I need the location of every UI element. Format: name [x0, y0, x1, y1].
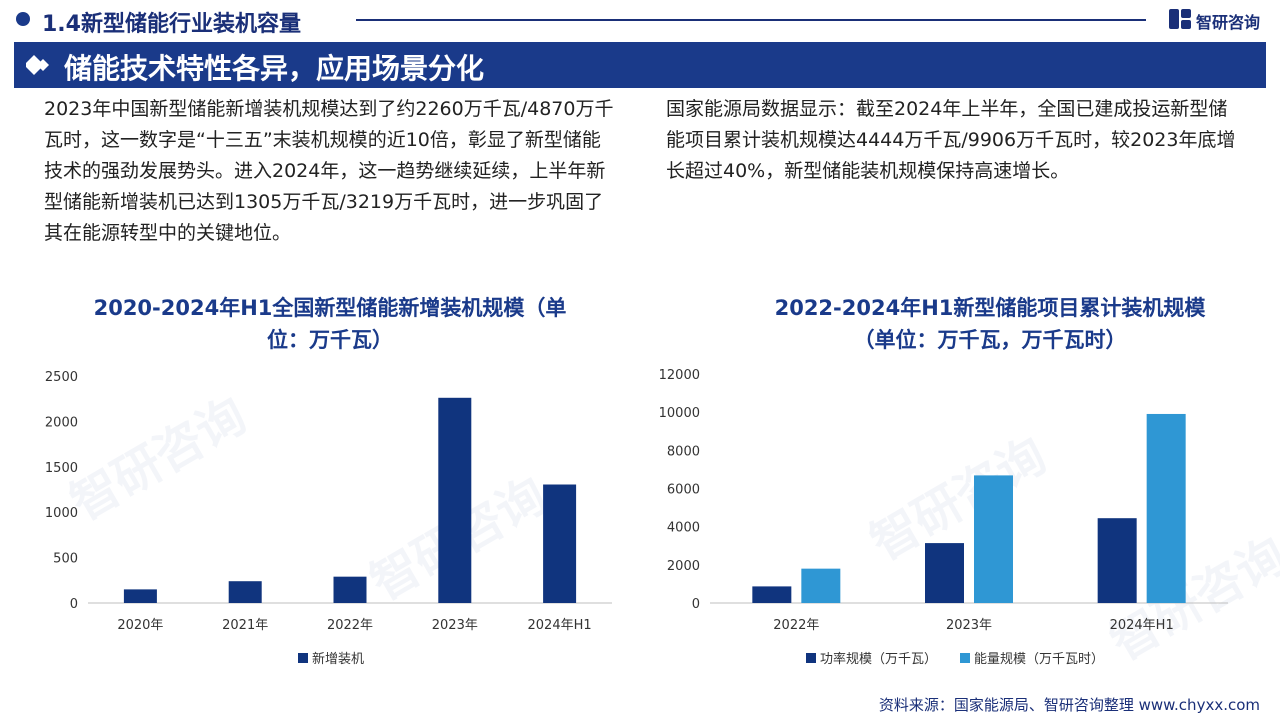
top-header: 1.4新型储能行业装机容量 智研咨询: [0, 0, 1280, 40]
chart-title-right-line-2: （单位：万千瓦，万千瓦时）: [853, 328, 1127, 352]
chart-title-left: 2020-2024年H1全国新型储能新增装机规模（单 位：万千瓦）: [80, 292, 580, 356]
banner-title: 储能技术特性各异，应用场景分化: [64, 52, 485, 85]
y-tick-label: 2500: [45, 370, 78, 385]
source-note: 资料来源：国家能源局、智研咨询整理 www.chyxx.com: [878, 696, 1260, 714]
y-tick-label: 4000: [667, 521, 700, 536]
y-tick-label: 12000: [659, 368, 700, 383]
bar: [228, 581, 262, 603]
y-tick-label: 500: [53, 552, 78, 567]
y-tick-label: 2000: [667, 559, 700, 574]
chart-title-left-line-1: 2020-2024年H1全国新型储能新增装机规模（单: [93, 296, 567, 320]
chart-title-right-line-1: 2022-2024年H1新型储能项目累计装机规模: [774, 296, 1206, 320]
y-tick-label: 10000: [659, 406, 700, 421]
bar: [123, 589, 157, 603]
bar: [974, 475, 1013, 603]
legend-swatch: [960, 653, 970, 663]
x-tick-label: 2021年: [222, 618, 268, 633]
x-tick-label: 2020年: [117, 618, 163, 633]
cumulative-installation-bar-chart: 0 2000 4000 6000 8000 10000 12000 2022年 2023年 202…: [659, 368, 1228, 667]
y-tick-label: 1500: [45, 461, 78, 476]
diamond-icon: [26, 55, 49, 75]
brand-logo: 智研咨询: [1168, 6, 1272, 32]
chart-title-left-line-2: 位：万千瓦）: [267, 328, 393, 352]
chart-title-right: 2022-2024年H1新型储能项目累计装机规模 （单位：万千瓦，万千瓦时）: [740, 292, 1240, 356]
y-tick-label: 2000: [45, 415, 78, 430]
intro-paragraph-right: 国家能源局数据显示：截至2024年上半年，全国已建成投运新型储能项目累计装机规模…: [666, 98, 1236, 182]
brand-logo-icon: [1169, 9, 1191, 29]
x-tick-label: 2023年: [946, 618, 992, 633]
intro-paragraph-left: 2023年中国新型储能新增装机规模达到了约2260万千瓦/4870万千瓦时，这一…: [44, 98, 614, 244]
y-tick-label: 8000: [667, 444, 700, 459]
y-tick-label: 0: [70, 597, 78, 612]
bar: [752, 586, 792, 603]
bar: [801, 568, 841, 603]
bar: [1146, 413, 1186, 603]
bar: [1097, 518, 1137, 603]
legend-swatch: [806, 653, 816, 663]
section-title: 1.4新型储能行业装机容量: [42, 12, 301, 37]
bar: [333, 576, 367, 603]
title-banner: 储能技术特性各异，应用场景分化: [14, 42, 1266, 88]
bar: [925, 543, 964, 603]
y-tick-label: 1000: [45, 506, 78, 521]
legend-label: 新增装机: [312, 651, 364, 667]
header-divider: [356, 19, 1146, 21]
legend-label: 功率规模（万千瓦）: [820, 651, 937, 667]
bullet-dot-icon: [16, 12, 30, 26]
legend-label: 能量规模（万千瓦时）: [974, 652, 1104, 667]
legend-swatch: [298, 653, 308, 663]
y-tick-label: 6000: [667, 483, 700, 498]
x-tick-label: 2022年: [327, 618, 373, 633]
x-tick-label: 2024年H1: [1110, 618, 1174, 633]
x-tick-label: 2023年: [432, 618, 478, 633]
new-installation-bar-chart: 0 500 1000 1500 2000 2500 2020年 2021年 2022年 2023年…: [45, 370, 612, 667]
bar: [438, 397, 472, 603]
brand-logo-text: 智研咨询: [1196, 13, 1261, 32]
y-tick-label: 0: [692, 597, 700, 612]
x-tick-label: 2022年: [773, 618, 819, 633]
bar: [543, 484, 577, 603]
x-tick-label: 2024年H1: [528, 618, 592, 633]
